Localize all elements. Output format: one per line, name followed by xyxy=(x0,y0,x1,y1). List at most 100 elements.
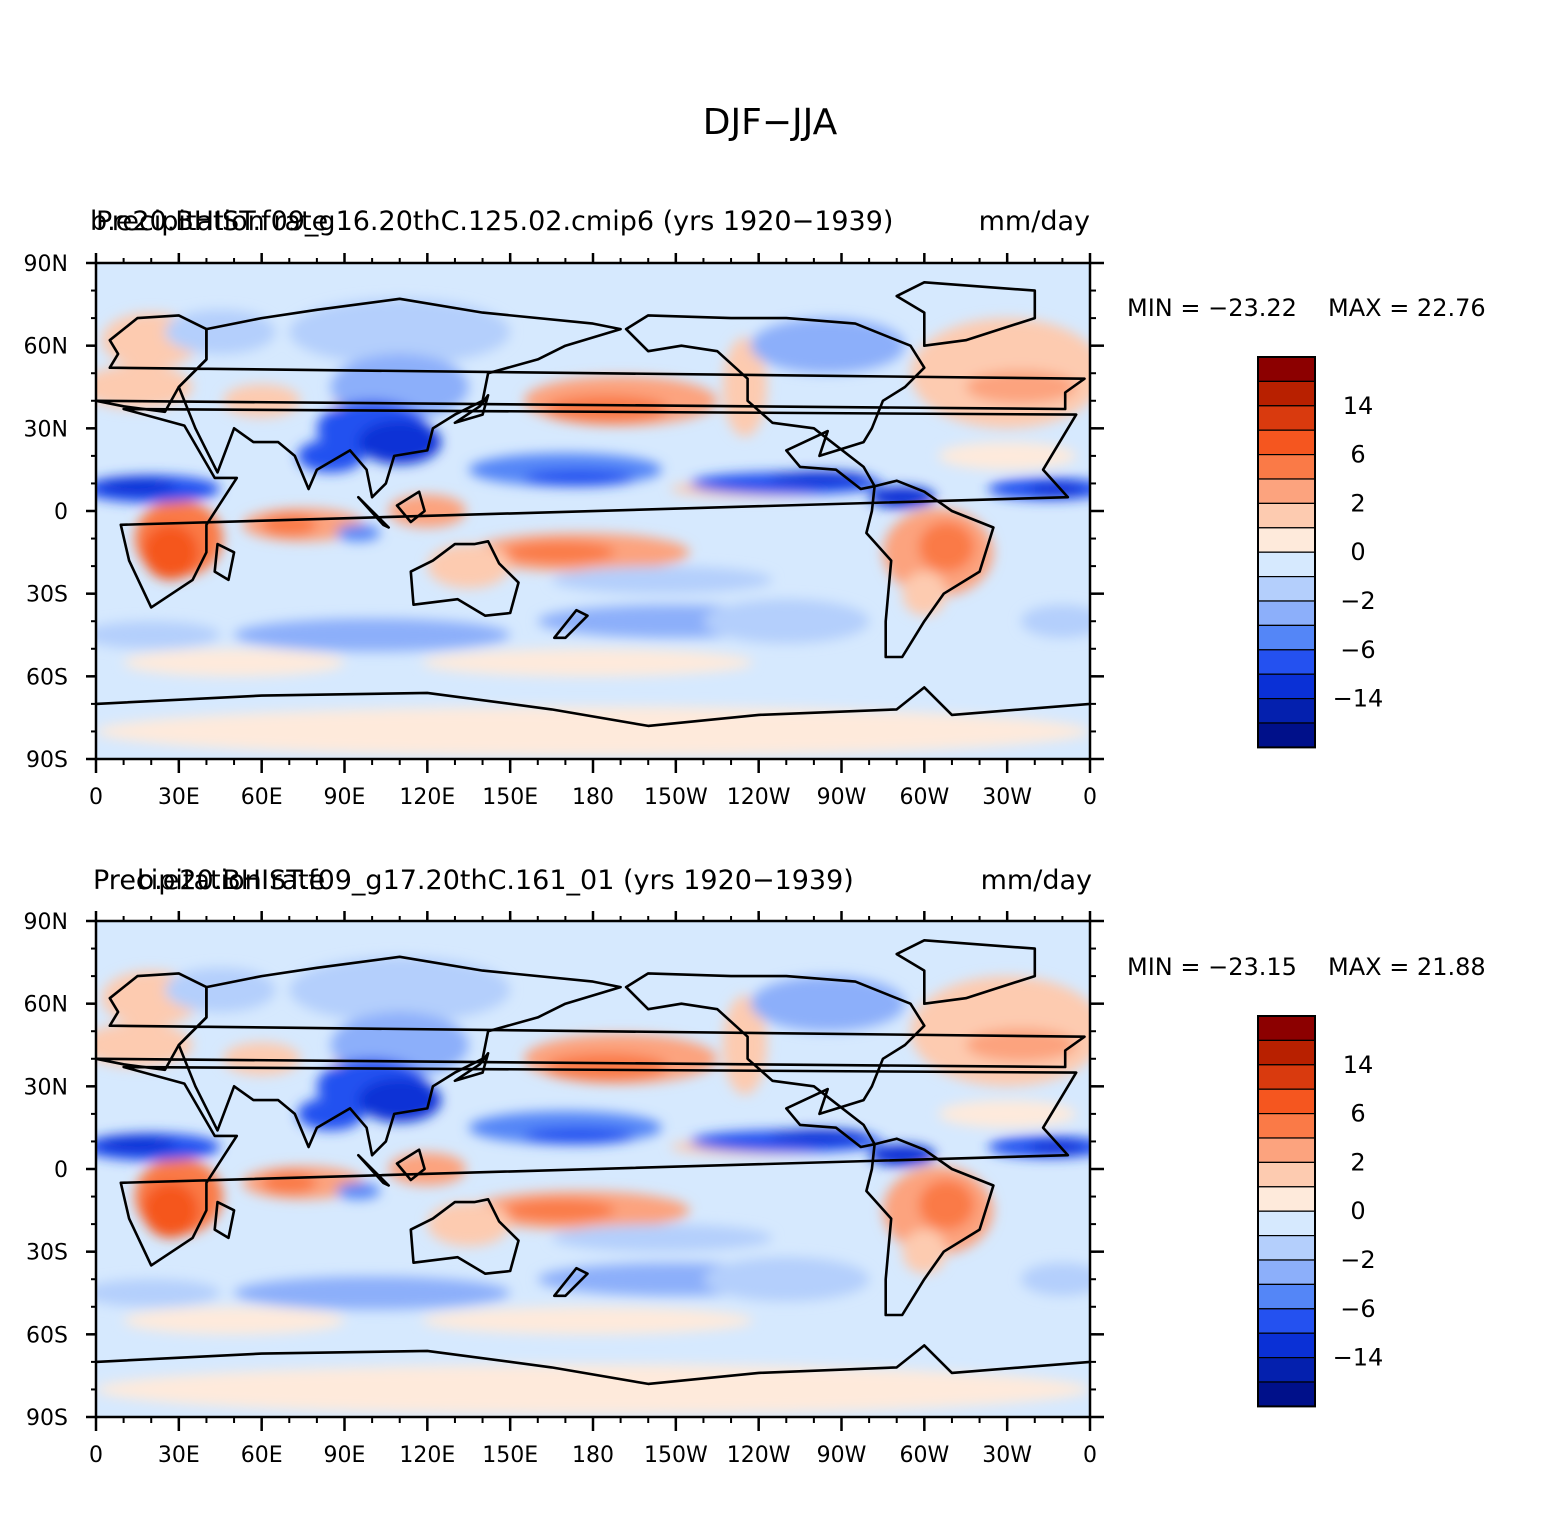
positive-anomaly-region xyxy=(918,1180,975,1230)
negative-anomaly-region xyxy=(551,566,773,594)
positive-anomaly-region xyxy=(261,513,317,536)
positive-anomaly-region xyxy=(504,1199,616,1222)
colorbar-box xyxy=(1257,1210,1316,1237)
colorbar-box xyxy=(1257,1186,1316,1212)
panel-1-colorbar: 14 6 2 0 −2 −6 −14 xyxy=(1257,356,1383,749)
colorbar-label: 0 xyxy=(1350,538,1365,566)
lon-tick-label: 90E xyxy=(324,1443,366,1468)
negative-anomaly-region xyxy=(358,420,442,465)
negative-anomaly-region xyxy=(336,524,381,542)
colorbar-box xyxy=(1257,380,1316,407)
lon-tick-label: 120W xyxy=(727,785,791,810)
negative-anomaly-region xyxy=(1020,1262,1090,1296)
lat-tick-label: 60N xyxy=(24,335,68,360)
negative-anomaly-region xyxy=(289,298,511,365)
colorbar-box xyxy=(1257,478,1316,504)
coastline xyxy=(96,686,1090,728)
colorbar-box xyxy=(1257,673,1316,700)
lon-tick-label: 180 xyxy=(572,785,614,810)
colorbar-label: −6 xyxy=(1340,636,1375,664)
lon-tick-label: 90W xyxy=(817,1443,867,1468)
colorbar-label: −6 xyxy=(1340,1295,1375,1323)
panel-2: b.e20.BHIST.f09_g17.20thC.161_01 (yrs 19… xyxy=(24,865,1486,1468)
panel-1: b.e20.BHIST.f09_g16.20thC.125.02.cmip6 (… xyxy=(24,206,1486,810)
negative-anomaly-region xyxy=(297,439,364,473)
lon-tick-label: 0 xyxy=(1083,1443,1097,1468)
negative-anomaly-region xyxy=(703,599,870,644)
negative-anomaly-region xyxy=(98,1135,177,1153)
lat-tick-label: 60N xyxy=(24,993,68,1018)
coastline xyxy=(409,539,520,618)
colorbar-box xyxy=(1257,1259,1316,1285)
coastline xyxy=(453,394,490,425)
colorbar-label: 14 xyxy=(1343,1051,1374,1079)
coastline xyxy=(395,490,426,524)
lon-tick-label: 120E xyxy=(399,785,455,810)
coastline xyxy=(409,1197,520,1276)
coastline xyxy=(624,314,926,491)
coastlines xyxy=(96,938,1090,1386)
coastline xyxy=(395,1148,426,1182)
colorbar-label: 2 xyxy=(1350,1148,1365,1176)
positive-anomaly-region xyxy=(938,442,1077,470)
coastlines xyxy=(96,280,1090,728)
colorbar-box xyxy=(1257,551,1316,578)
lon-tick-label: 150W xyxy=(644,785,708,810)
lat-tick-label: 30S xyxy=(26,1241,68,1266)
colorbar-box xyxy=(1257,624,1316,651)
lon-tick-label: 60E xyxy=(241,785,283,810)
colorbar-box xyxy=(1257,356,1316,382)
colorbar-box xyxy=(1257,1112,1316,1139)
negative-anomaly-region xyxy=(98,477,177,495)
positive-anomaly-region xyxy=(142,524,199,580)
lon-tick-label: 120E xyxy=(399,1443,455,1468)
coastline xyxy=(213,542,236,582)
negative-anomaly-region xyxy=(234,1276,511,1310)
lat-tick-label: 0 xyxy=(54,1158,68,1183)
lon-tick-label: 180 xyxy=(572,1443,614,1468)
lon-tick-label: 60W xyxy=(899,785,949,810)
negative-anomaly-region xyxy=(289,956,511,1023)
lon-tick-label: 30E xyxy=(158,785,200,810)
negative-anomaly-region xyxy=(358,1078,442,1123)
coastline xyxy=(865,479,995,659)
coastline xyxy=(865,1137,995,1317)
colorbar-box xyxy=(1257,1039,1316,1066)
colorbar-box xyxy=(1257,600,1316,626)
colorbar-box xyxy=(1257,1308,1316,1334)
coastline xyxy=(119,407,1078,609)
positive-anomaly-region xyxy=(96,364,193,410)
positive-anomaly-region xyxy=(938,1100,1077,1128)
colorbar-box xyxy=(1257,1064,1316,1090)
negative-anomaly-region xyxy=(234,618,511,652)
positive-anomaly-region xyxy=(123,648,345,677)
negative-anomaly-region xyxy=(96,1279,221,1307)
coastline xyxy=(96,1344,1090,1386)
colorbar-frame xyxy=(1257,356,1316,749)
colorbar-box xyxy=(1257,1283,1316,1310)
lat-tick-label: 90S xyxy=(26,1406,68,1431)
negative-anomaly-region xyxy=(750,318,906,374)
lon-tick-label: 30W xyxy=(982,1443,1032,1468)
colorbar-box xyxy=(1257,649,1316,675)
negative-anomaly-region xyxy=(1029,1140,1085,1154)
colorbar-label: 14 xyxy=(1343,392,1374,420)
panel-1-max-label: MAX = 22.76 xyxy=(1328,294,1486,322)
negative-anomaly-region xyxy=(551,1224,773,1252)
negative-anomaly-region xyxy=(1020,604,1090,638)
positive-anomaly-region xyxy=(123,1306,345,1335)
colorbar-box xyxy=(1257,1161,1316,1188)
positive-anomaly-region xyxy=(142,1182,199,1238)
colorbar-box xyxy=(1257,1137,1316,1163)
colorbar-label: −2 xyxy=(1340,1246,1375,1274)
panel-2-max-label: MAX = 21.88 xyxy=(1328,953,1486,981)
positive-anomaly-region xyxy=(546,395,668,423)
colorbar-frame xyxy=(1257,1015,1316,1408)
positive-anomaly-region xyxy=(427,544,511,589)
colorbar-box xyxy=(1257,722,1316,748)
lon-tick-label: 30E xyxy=(158,1443,200,1468)
lon-tick-label: 150E xyxy=(482,1443,538,1468)
panel-2-map xyxy=(96,921,1090,1417)
panel-1-axes: 90N 60N 30N 0 30S 60S 90S 0 30E 60E 90E 120E 150E 180… xyxy=(24,252,1104,810)
panel-1-map xyxy=(96,263,1090,759)
